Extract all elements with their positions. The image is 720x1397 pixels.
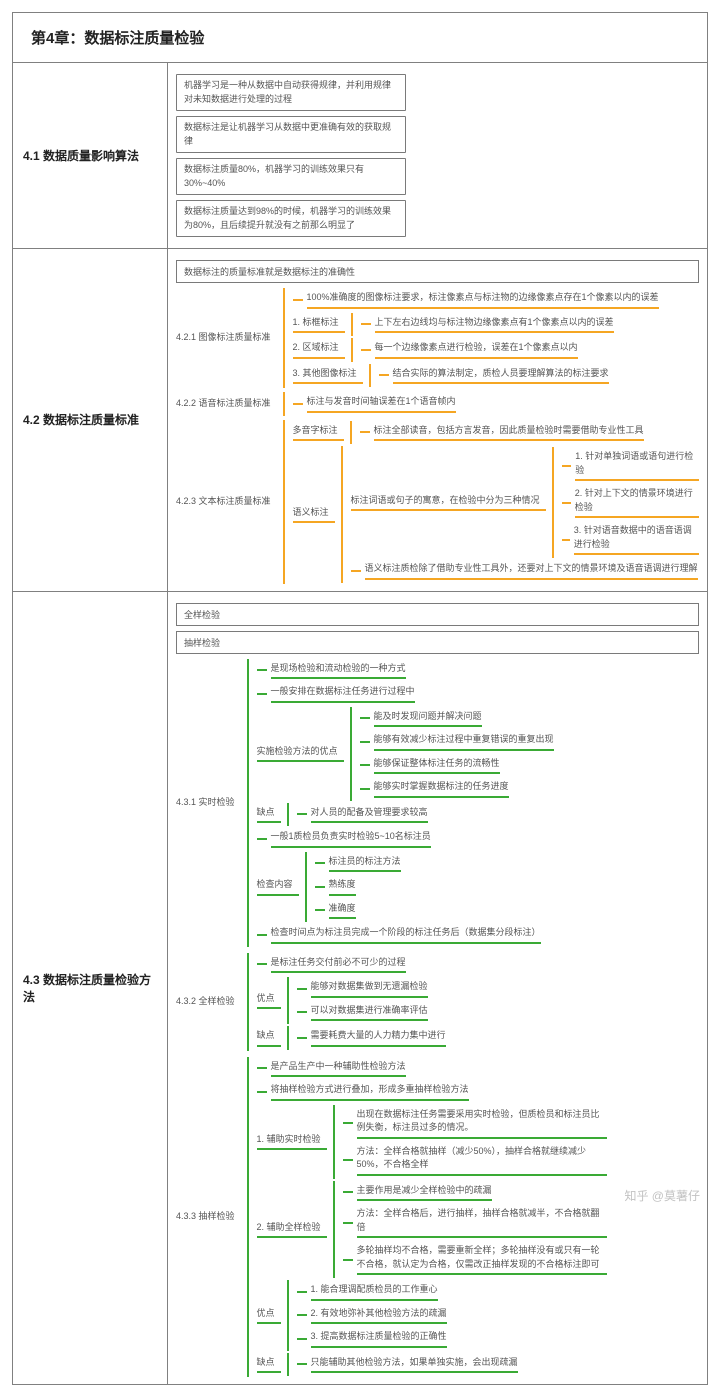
leaf-text: 能够实时掌握数据标注的任务进度 [374,780,509,798]
section-4-1: 4.1 数据质量影响算法 机器学习是一种从数据中自动获得规律，并利用规律对未知数… [13,63,707,249]
node-4-3-3: 4.3.3 抽样检验 是产品生产中一种辅助性检验方法 将抽样检验方式进行叠加，形… [176,1057,699,1378]
leaf-text: 上下左右边线均与标注物边缘像素点有1个像素点以内的误差 [375,316,614,334]
node-label: 多音字标注 [293,424,344,442]
leaf-text: 方法：全样合格后，进行抽样，抽样合格就减半，不合格就翻倍 [357,1207,607,1238]
node-4-2-2: 4.2.2 语音标注质量标准 标注与发音时间轴误差在1个语音帧内 [176,392,699,416]
leaf-text: 检查时间点为标注员完成一个阶段的标注任务后（数据集分段标注） [271,926,541,944]
node-label: 优点 [257,992,281,1010]
section-4-3: 4.3 数据标注质量检验方法 全样检验 抽样检验 4.3.1 实时检验 是现场检… [13,592,707,1385]
leaf-text: 能够保证整体标注任务的流畅性 [374,757,500,775]
leaf-text: 每一个边缘像素点进行检验，误差在1个像素点以内 [375,341,578,359]
leaf-text: 多轮抽样均不合格，需要重新全样；多轮抽样没有或只有一轮不合格，就认定为合格，仅需… [357,1244,607,1275]
node-label: 4.3.2 全样检验 [176,995,241,1009]
node-label: 4.2.3 文本标注质量标准 [176,495,277,509]
leaf-text: 标注与发音时间轴误差在1个语音帧内 [307,395,456,413]
leaf-text: 一般1质检员负责实时检验5~10名标注员 [271,830,431,848]
section-4-2: 4.2 数据标注质量标准 数据标注的质量标准就是数据标注的准确性 4.2.1 图… [13,249,707,592]
leaf-text: 1. 能合理调配质检员的工作重心 [311,1283,438,1301]
node-label: 缺点 [257,1029,281,1047]
node-label: 4.3.1 实时检验 [176,796,241,810]
node-label: 3. 其他图像标注 [293,367,363,385]
chapter-title: 第4章：数据标注质量检验 [13,13,707,63]
info-box: 数据标注是让机器学习从数据中更准确有效的获取规律 [176,116,406,153]
leaf-text: 是产品生产中一种辅助性检验方法 [271,1060,406,1078]
leaf-text: 将抽样检验方式进行叠加，形成多重抽样检验方法 [271,1083,469,1101]
leaf-text: 能及时发现问题并解决问题 [374,710,482,728]
mindmap-container: 第4章：数据标注质量检验 4.1 数据质量影响算法 机器学习是一种从数据中自动获… [12,12,708,1385]
leaf-text: 是标注任务交付前必不可少的过程 [271,956,406,974]
info-box: 数据标注质量达到98%的时候，机器学习的训练效果为80%，且后续提升就没有之前那… [176,200,406,237]
node-label: 缺点 [257,1356,281,1374]
info-box: 机器学习是一种从数据中自动获得规律，并利用规律对未知数据进行处理的过程 [176,74,406,111]
leaf-text: 结合实际的算法制定，质检人员要理解算法的标注要求 [393,367,609,385]
summary-box: 数据标注的质量标准就是数据标注的准确性 [176,260,699,283]
leaf-text: 出现在数据标注任务需要采用实时检验，但质检员和标注员比例失衡，标注员过多的情况。 [357,1108,607,1139]
section-body-4-3: 全样检验 抽样检验 4.3.1 实时检验 是现场检验和流动检验的一种方式 一般安… [168,592,707,1385]
section-label-4-2: 4.2 数据标注质量标准 [13,249,168,591]
node-4-3-1: 4.3.1 实时检验 是现场检验和流动检验的一种方式 一般安排在数据标注任务进行… [176,659,699,947]
node-label: 检查内容 [257,878,299,896]
leaf-text: 可以对数据集进行准确率评估 [311,1004,428,1022]
leaf-text: 能够有效减少标注过程中重复错误的重复出现 [374,733,554,751]
node-label: 1. 辅助实时检验 [257,1133,327,1151]
leaf-text: 100%准确度的图像标注要求，标注像素点与标注物的边缘像素点存在1个像素以内的误… [307,291,659,309]
leaf-text: 一般安排在数据标注任务进行过程中 [271,685,415,703]
children: 是现场检验和流动检验的一种方式 一般安排在数据标注任务进行过程中 实施检验方法的… [247,659,554,947]
leaf-text: 1. 针对单独词语或语句进行检验 [575,450,699,481]
node-4-3-2: 4.3.2 全样检验 是标注任务交付前必不可少的过程 优点 能够对数据集做到无遗… [176,953,699,1051]
leaf-text: 是现场检验和流动检验的一种方式 [271,662,406,680]
leaf-text: 3. 提高数据标注质量检验的正确性 [311,1330,447,1348]
section-label-4-1: 4.1 数据质量影响算法 [13,63,168,248]
node-label: 4.2.1 图像标注质量标准 [176,331,277,345]
summary-box: 抽样检验 [176,631,699,654]
leaf-text: 2. 针对上下文的情景环境进行检验 [575,487,699,518]
leaf-text: 主要作用是减少全样检验中的疏漏 [357,1184,492,1202]
children: 多音字标注 标注全部读音，包括方言发音，因此质量检验时需要借助专业性工具 语义标… [283,420,699,584]
node-label: 2. 区域标注 [293,341,345,359]
summary-box: 全样检验 [176,603,699,626]
node-label: 实施检验方法的优点 [257,745,344,763]
leaf-text: 只能辅助其他检验方法，如果单独实施，会出现疏漏 [311,1356,518,1374]
leaf-text: 准确度 [329,902,356,920]
node-label: 语义标注 [293,506,335,524]
node-label: 2. 辅助全样检验 [257,1221,327,1239]
children: 100%准确度的图像标注要求，标注像素点与标注物的边缘像素点存在1个像素以内的误… [283,288,659,388]
leaf-text: 语义标注质检除了借助专业性工具外，还要对上下文的情景环境及语音语调进行理解 [365,562,698,580]
leaf-text: 标注词语或句子的寓意，在检验中分为三种情况 [351,494,546,512]
children: 标注词语或句子的寓意，在检验中分为三种情况 1. 针对单独词语或语句进行检验 2… [341,446,699,583]
section-body-4-2: 数据标注的质量标准就是数据标注的准确性 4.2.1 图像标注质量标准 100%准… [168,249,707,591]
leaf-text: 方法：全样合格就抽样（减少50%），抽样合格就继续减少50%，不合格全样 [357,1145,607,1176]
leaf-text: 2. 有效地弥补其他检验方法的疏漏 [311,1307,447,1325]
leaf-text: 需要耗费大量的人力精力集中进行 [311,1029,446,1047]
node-label: 缺点 [257,806,281,824]
watermark: 知乎 @莫薯仔 [624,1187,700,1204]
node-label: 优点 [257,1307,281,1325]
section-label-4-3: 4.3 数据标注质量检验方法 [13,592,168,1385]
leaf-text: 对人员的配备及管理要求较高 [311,806,428,824]
leaf-text: 能够对数据集做到无遗漏检验 [311,980,428,998]
leaf-text: 熟练度 [329,878,356,896]
leaf-text: 标注员的标注方法 [329,855,401,873]
node-label: 4.2.2 语音标注质量标准 [176,397,277,411]
leaf-text: 标注全部读音，包括方言发音，因此质量检验时需要借助专业性工具 [374,424,644,442]
node-label: 1. 标框标注 [293,316,345,334]
node-label: 4.3.3 抽样检验 [176,1210,241,1224]
leaf-text: 3. 针对语音数据中的语音语调进行检验 [574,524,699,555]
section-body-4-1: 机器学习是一种从数据中自动获得规律，并利用规律对未知数据进行处理的过程 数据标注… [168,63,707,248]
node-4-2-1: 4.2.1 图像标注质量标准 100%准确度的图像标注要求，标注像素点与标注物的… [176,288,699,388]
node-4-2-3: 4.2.3 文本标注质量标准 多音字标注 标注全部读音，包括方言发音，因此质量检… [176,420,699,584]
info-box: 数据标注质量80%，机器学习的训练效果只有30%~40% [176,158,406,195]
